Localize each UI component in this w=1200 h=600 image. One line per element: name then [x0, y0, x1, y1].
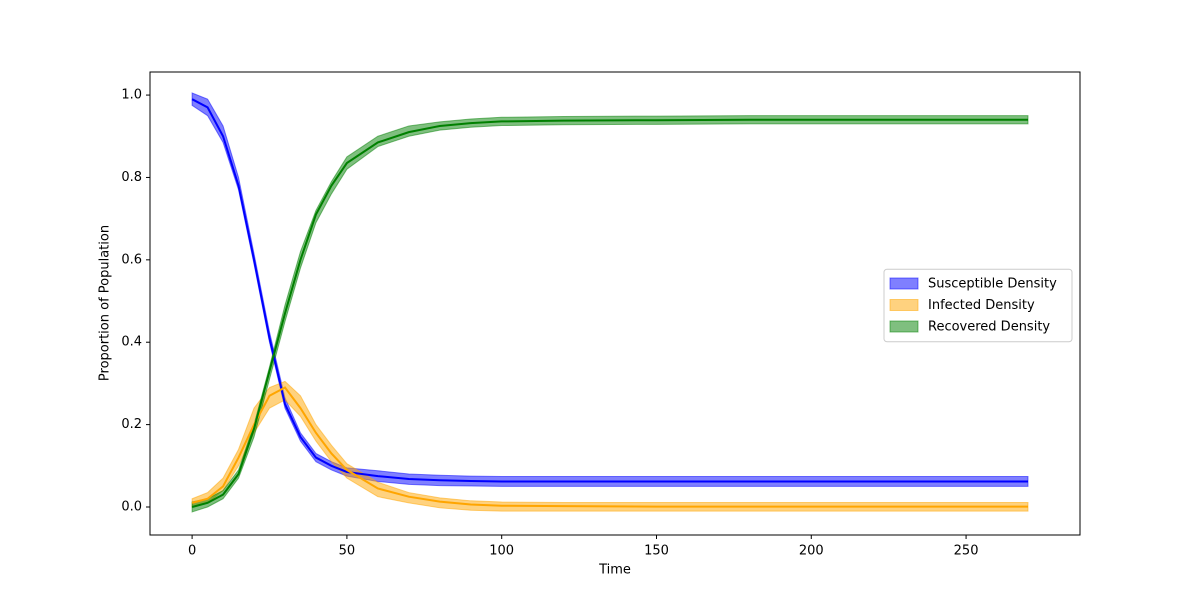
- x-tick-label: 100: [489, 544, 514, 559]
- line: [191, 118, 1028, 508]
- legend-swatch: [889, 320, 919, 333]
- legend-label: Infected Density: [928, 298, 1035, 313]
- band: [191, 92, 1029, 487]
- x-tick-label: 200: [799, 544, 824, 559]
- legend-swatch: [889, 277, 919, 290]
- line: [191, 98, 1028, 483]
- band: [191, 115, 1029, 513]
- y-axis-label: Proportion of Population: [98, 225, 113, 381]
- x-axis-label: Time: [598, 563, 631, 578]
- y-tick-label: 0.4: [121, 335, 142, 350]
- x-tick-label: 50: [339, 544, 356, 559]
- line: [191, 386, 1028, 508]
- legend-swatch: [889, 299, 919, 311]
- y-tick-label: 1.0: [121, 88, 142, 103]
- x-tick-label: 150: [644, 544, 669, 559]
- x-tick-label: 250: [954, 544, 979, 559]
- band: [191, 380, 1029, 512]
- legend-label: Susceptible Density: [928, 277, 1057, 292]
- x-tick-label: 0: [188, 544, 196, 559]
- y-tick-label: 0.0: [121, 499, 142, 514]
- legend-frame: [883, 268, 1073, 343]
- plot-frame: [149, 71, 1081, 536]
- y-tick-label: 0.6: [121, 252, 142, 267]
- legend-label: Recovered Density: [928, 320, 1050, 335]
- y-tick-label: 0.8: [121, 170, 142, 185]
- y-tick-label: 0.2: [121, 417, 142, 432]
- legend: Susceptible Density Infected Density Recov…: [883, 268, 1073, 343]
